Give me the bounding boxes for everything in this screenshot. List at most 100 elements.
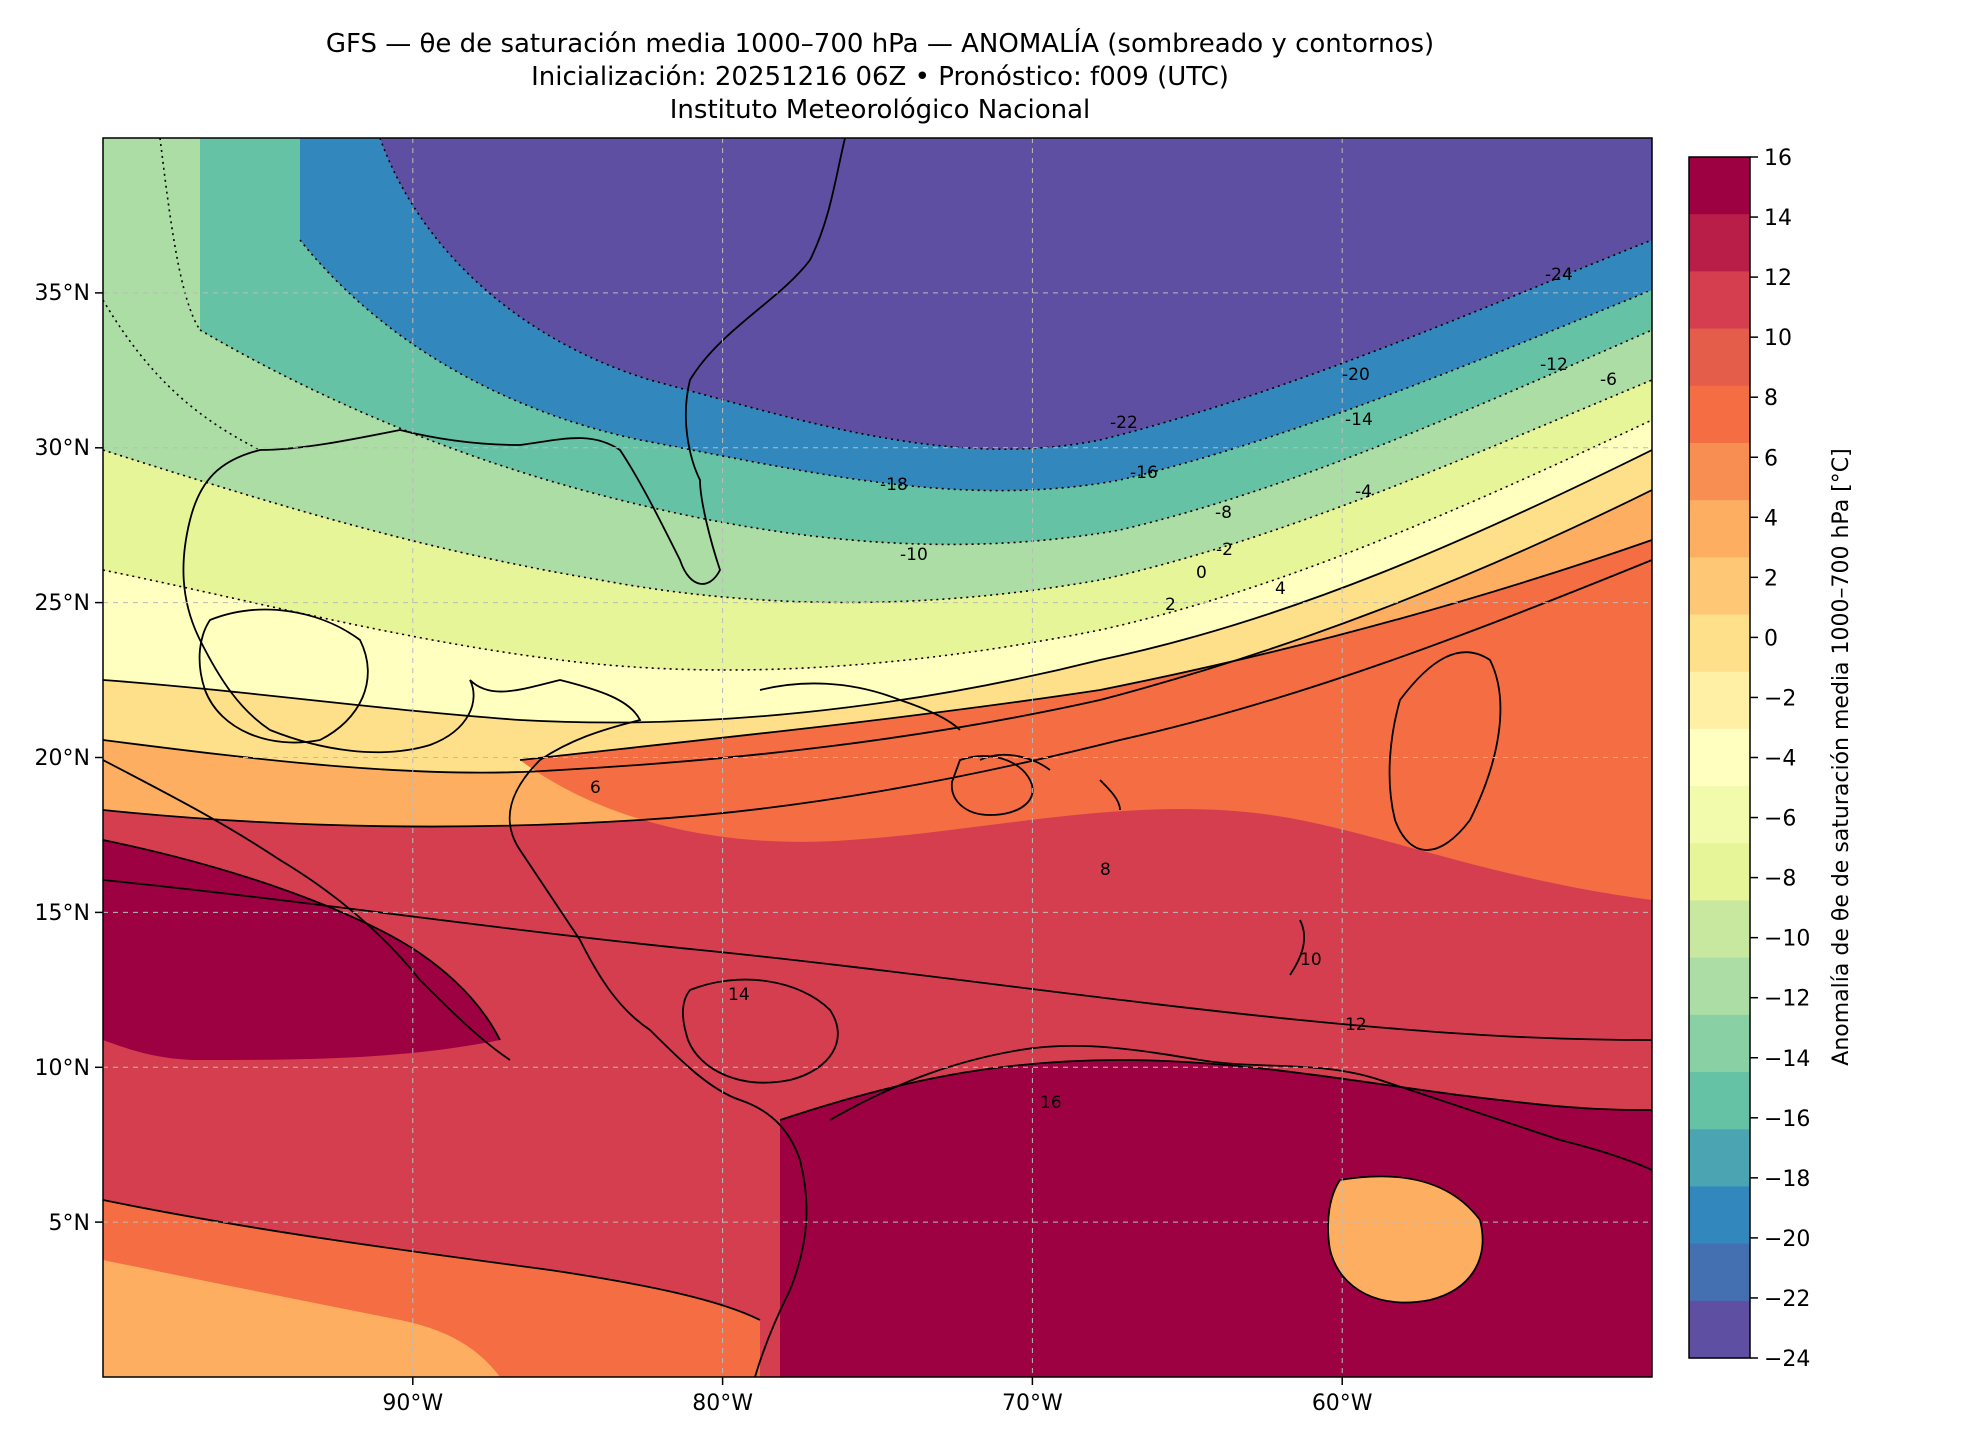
colorbar-swatch	[1689, 1014, 1750, 1073]
lat-tick-label: 30°N	[35, 436, 90, 461]
colorbar-tick-label: −6	[1764, 807, 1796, 832]
lat-tick-label: 35°N	[35, 281, 90, 306]
contour-label: 2	[1165, 595, 1176, 615]
contour-label: -22	[1110, 413, 1138, 433]
lat-tick-label: 10°N	[35, 1056, 90, 1081]
colorbar-swatch	[1689, 557, 1750, 616]
contour-labels: -24 -22 -20 -18 -16 -14 -12 -10 -8 -6 -4…	[590, 265, 1617, 1113]
colorbar-ticks: 16 14 12 10 8 6 4 2 0 −2 −4 −6 −8 −10 −12 −14 −16 −18 −20 −…	[1750, 146, 1810, 1372]
band-minus8	[103, 380, 1652, 670]
lon-tick-label: 60°W	[1312, 1391, 1373, 1416]
contour-label: -6	[1600, 370, 1617, 390]
contour-label: 12	[1345, 1015, 1367, 1035]
negative-contours	[103, 138, 1652, 671]
colorbar-label: Anomalía de θe de saturación media 1000–…	[1829, 448, 1854, 1065]
lat-tick-label: 15°N	[35, 901, 90, 926]
band-plus16-pacific	[103, 840, 500, 1060]
lat-tick-label: 5°N	[49, 1211, 90, 1236]
colorbar-swatch	[1689, 1300, 1750, 1359]
contour-label: -18	[880, 475, 908, 495]
map-area: -24 -22 -20 -18 -16 -14 -12 -10 -8 -6 -4…	[103, 138, 1652, 1377]
lon-tick-label: 70°W	[1002, 1391, 1063, 1416]
colorbar-tick-label: 6	[1764, 446, 1778, 471]
contour-label: 10	[1300, 950, 1322, 970]
contour-label: -14	[1345, 410, 1373, 430]
band-guiana-warm	[1328, 1176, 1483, 1303]
contour-label: 0	[1196, 563, 1207, 583]
band-minus20	[300, 138, 1652, 491]
colorbar-swatch	[1689, 157, 1750, 215]
band-minus16	[200, 138, 1652, 545]
contour-label: -16	[1130, 463, 1158, 483]
lon-tick-label: 80°W	[692, 1391, 753, 1416]
contour-label: 8	[1100, 860, 1111, 880]
colorbar-tick-label: 4	[1764, 506, 1778, 531]
colorbar-swatch	[1689, 614, 1750, 673]
colorbar-swatch	[1689, 1186, 1750, 1245]
colorbar-swatch	[1689, 671, 1750, 730]
contour-label: -4	[1355, 482, 1372, 502]
colorbar-tick-label: 14	[1764, 206, 1792, 231]
gridlines	[103, 138, 1652, 1377]
colorbar-swatch	[1689, 786, 1750, 844]
colorbar-tick-label: −2	[1764, 686, 1796, 711]
colorbar-swatch	[1689, 843, 1750, 902]
colorbar-swatch	[1689, 1243, 1750, 1302]
colorbar-tick-label: −10	[1764, 927, 1810, 952]
title-line-2: Inicialización: 20251216 06Z • Pronóstic…	[531, 62, 1229, 92]
colorbar-tick-label: −16	[1764, 1107, 1810, 1132]
colorbar-tick-label: 16	[1764, 146, 1792, 171]
band-minus24	[103, 138, 1652, 450]
colorbar-swatch	[1689, 1072, 1750, 1130]
colorbar-tick-label: −22	[1764, 1287, 1810, 1312]
contour-label: -10	[900, 545, 928, 565]
contour-label: 14	[728, 985, 750, 1005]
colorbar-swatch	[1689, 1129, 1750, 1188]
colorbar-swatches	[1689, 157, 1750, 1359]
colorbar-swatch	[1689, 442, 1750, 501]
colorbar-swatch	[1689, 500, 1750, 558]
y-axis-labels: 35°N 30°N 25°N 20°N 15°N 10°N 5°N	[35, 281, 90, 1236]
colorbar-tick-label: −18	[1764, 1167, 1810, 1192]
colorbar-tick-label: 0	[1764, 626, 1778, 651]
x-axis-labels: 90°W 80°W 70°W 60°W	[382, 1391, 1372, 1416]
contour-label: -20	[1342, 365, 1370, 385]
colorbar-tick-label: 12	[1764, 266, 1792, 291]
axis-ticks	[95, 292, 1343, 1385]
contour-label: -12	[1540, 355, 1568, 375]
contour-label: 4	[1275, 579, 1286, 599]
colorbar-swatch	[1689, 328, 1750, 387]
colorbar-swatch	[1689, 214, 1750, 272]
title-line-3: Instituto Meteorológico Nacional	[669, 95, 1091, 125]
colorbar-swatch	[1689, 271, 1750, 330]
colorbar-tick-label: −20	[1764, 1227, 1810, 1252]
contour-label: -24	[1545, 265, 1573, 285]
band-orange-southwest	[103, 1260, 500, 1377]
contour-label: -2	[1216, 540, 1233, 560]
colorbar-swatch	[1689, 900, 1750, 959]
figure-title: GFS — θe de saturación media 1000–700 hP…	[100, 28, 1660, 127]
colorbar-tick-label: −8	[1764, 867, 1796, 892]
band-minus12	[103, 138, 1652, 603]
colorbar-tick-label: −14	[1764, 1047, 1810, 1072]
colorbar: 16 14 12 10 8 6 4 2 0 −2 −4 −6 −8 −10 −12 −14 −16 −18 −20 −…	[1688, 146, 1854, 1372]
lon-tick-label: 90°W	[382, 1391, 443, 1416]
colorbar-tick-label: 8	[1764, 386, 1778, 411]
lat-tick-label: 25°N	[35, 591, 90, 616]
colorbar-swatch	[1689, 957, 1750, 1016]
lat-tick-label: 20°N	[35, 746, 90, 771]
colorbar-tick-label: −4	[1764, 747, 1796, 772]
band-plus8	[520, 540, 1652, 900]
contour-label: -8	[1215, 503, 1232, 523]
contour-label: 6	[590, 778, 601, 798]
colorbar-tick-label: −24	[1764, 1347, 1810, 1372]
colorbar-tick-label: −12	[1764, 987, 1810, 1012]
contour-label: 16	[1040, 1093, 1062, 1113]
colorbar-swatch	[1689, 385, 1750, 444]
colorbar-swatch	[1689, 728, 1750, 787]
colorbar-tick-label: 2	[1764, 566, 1778, 591]
coastlines	[103, 138, 1652, 1377]
title-line-1: GFS — θe de saturación media 1000–700 hP…	[325, 29, 1435, 59]
band-plus16-south	[780, 1060, 1652, 1377]
